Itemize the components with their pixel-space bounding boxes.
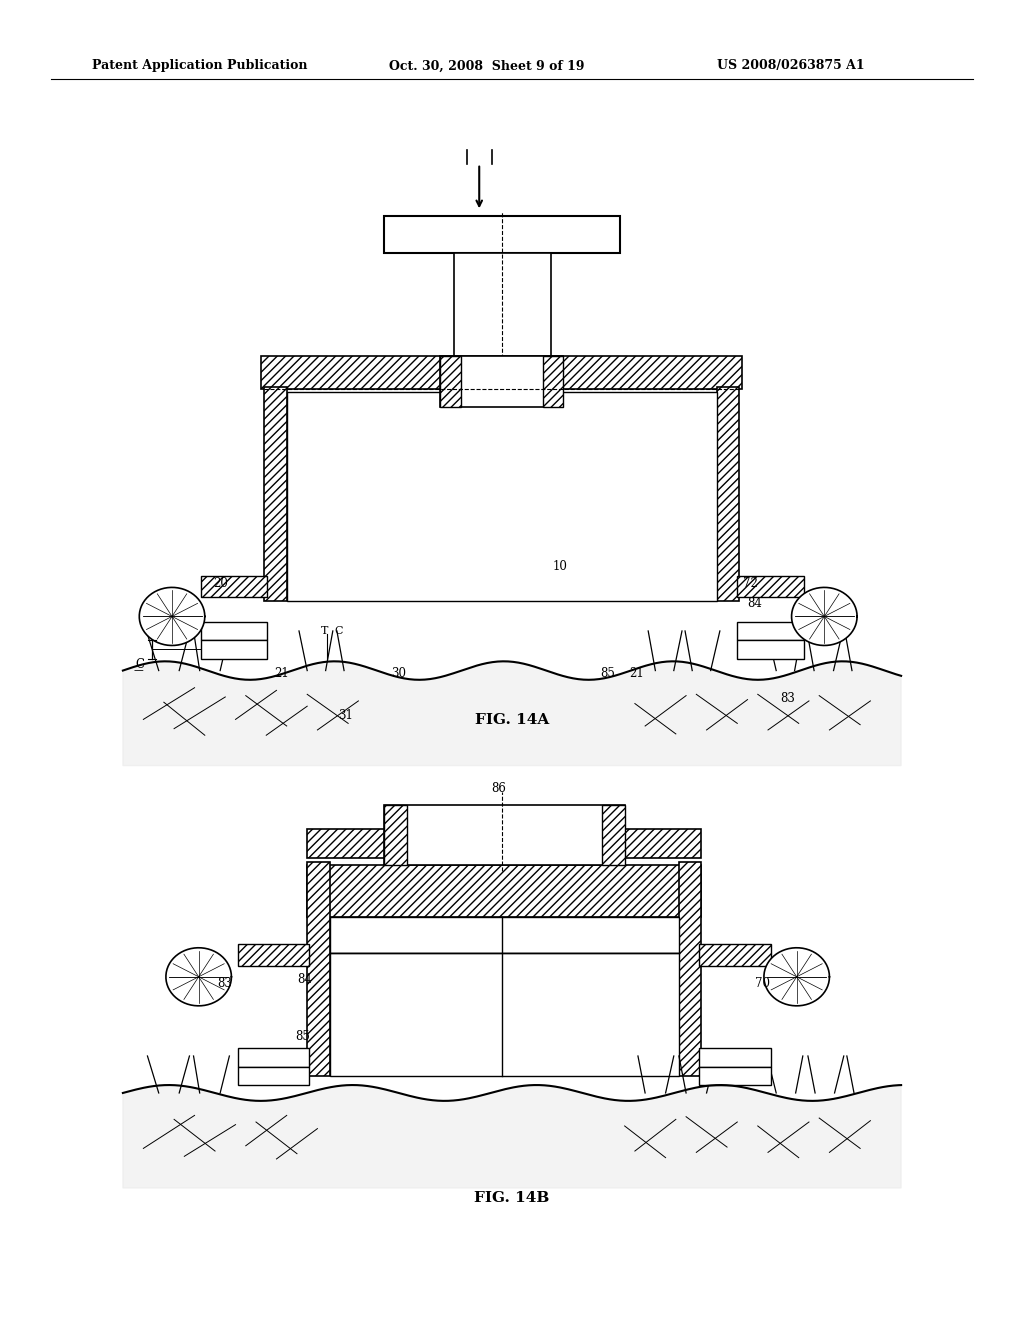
Bar (261, 356, 742, 389)
Bar (737, 622, 804, 640)
Bar (201, 622, 267, 640)
Polygon shape (764, 948, 829, 1006)
Polygon shape (792, 587, 857, 645)
Bar (384, 805, 625, 865)
Text: C: C (135, 657, 144, 671)
Bar (699, 944, 771, 966)
Text: 21: 21 (274, 667, 289, 680)
Text: 84: 84 (297, 973, 312, 986)
Bar (307, 829, 701, 858)
Text: 83: 83 (780, 692, 796, 705)
Bar (264, 387, 287, 601)
Text: C: C (335, 626, 343, 636)
Bar (238, 944, 309, 966)
Bar (440, 356, 461, 407)
Bar (440, 356, 563, 407)
Bar (699, 1048, 771, 1067)
Bar (238, 1048, 309, 1067)
Bar (238, 1067, 309, 1085)
Bar (201, 640, 267, 659)
Text: 86: 86 (492, 781, 506, 795)
Text: T: T (321, 626, 328, 636)
Text: —: — (133, 665, 143, 676)
Polygon shape (139, 587, 205, 645)
Polygon shape (123, 661, 901, 766)
Text: 85: 85 (295, 1030, 310, 1043)
Bar (384, 805, 407, 865)
Bar (737, 640, 804, 659)
Bar (699, 1067, 771, 1085)
Text: FIG. 14B: FIG. 14B (474, 1191, 550, 1205)
Text: 83: 83 (217, 977, 232, 990)
Text: 70: 70 (755, 977, 770, 990)
Text: 85: 85 (600, 667, 615, 680)
Text: 31: 31 (338, 709, 353, 722)
Bar (384, 216, 620, 253)
Text: 10: 10 (553, 560, 568, 573)
Text: Patent Application Publication: Patent Application Publication (92, 59, 307, 73)
Text: 30: 30 (391, 667, 407, 680)
Text: 20: 20 (213, 577, 228, 590)
Text: 84: 84 (748, 597, 763, 610)
Bar (679, 862, 701, 1076)
Bar (330, 917, 679, 953)
Text: 72: 72 (743, 577, 759, 590)
Text: Oct. 30, 2008  Sheet 9 of 19: Oct. 30, 2008 Sheet 9 of 19 (389, 59, 585, 73)
Bar (543, 356, 563, 407)
Bar (307, 865, 701, 917)
Polygon shape (166, 948, 231, 1006)
Text: FIG. 14A: FIG. 14A (475, 713, 549, 727)
Bar (454, 253, 551, 356)
Text: 21: 21 (629, 667, 643, 680)
Text: US 2008/0263875 A1: US 2008/0263875 A1 (717, 59, 864, 73)
Bar (717, 387, 739, 601)
Bar (330, 953, 679, 1076)
Polygon shape (123, 1085, 901, 1188)
Bar (307, 862, 330, 1076)
Bar (287, 392, 717, 601)
Bar (602, 805, 625, 865)
Bar (201, 576, 267, 597)
Bar (737, 576, 804, 597)
